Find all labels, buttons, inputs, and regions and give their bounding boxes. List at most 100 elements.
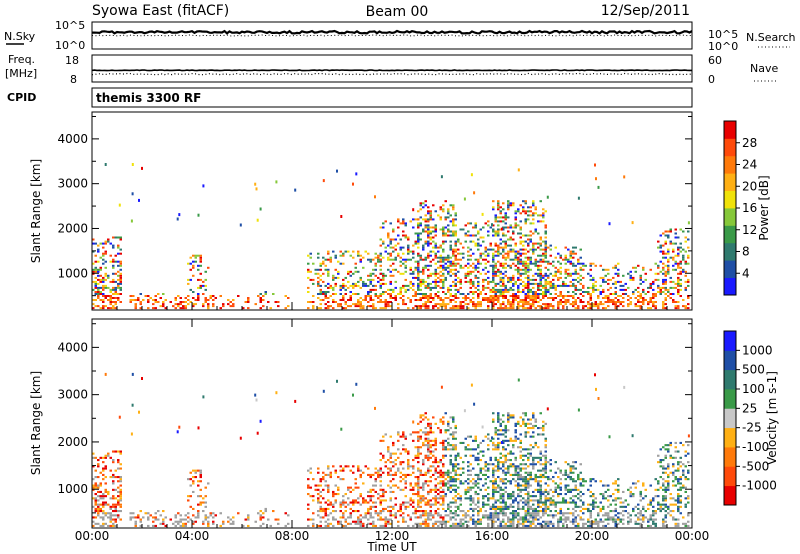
power-cell [567, 295, 570, 297]
power-cell [319, 274, 322, 277]
velocity-cell [387, 520, 390, 523]
velocity-cell [387, 518, 390, 521]
power-cell [484, 250, 487, 253]
power-cell [447, 297, 450, 299]
power-cell [219, 295, 222, 297]
velocity-cell [549, 514, 552, 517]
power-cell [499, 228, 502, 231]
velocity-cell [539, 427, 542, 430]
velocity-cell [522, 418, 525, 421]
power-cell [602, 291, 605, 293]
velocity-cell [139, 518, 142, 521]
velocity-cell [189, 505, 192, 508]
power-cell [544, 305, 547, 308]
power-cell [599, 293, 602, 295]
velocity-cell [159, 514, 162, 517]
velocity-cell [529, 524, 532, 527]
velocity-cell [512, 416, 515, 419]
power-cell [307, 270, 310, 273]
power-cell [467, 234, 470, 237]
power-cell [379, 268, 382, 271]
power-cell [524, 210, 527, 213]
power-cell [557, 295, 560, 297]
power-cell [557, 307, 560, 310]
velocity-cell [332, 490, 335, 493]
velocity-cell [567, 476, 570, 479]
power-cell [429, 288, 432, 291]
velocity-cell [397, 467, 400, 470]
velocity-cell [527, 478, 530, 481]
velocity-cell [489, 459, 492, 462]
power-cell [662, 278, 665, 281]
velocity-cell [599, 480, 602, 483]
velocity-cell [617, 518, 620, 521]
power-cell [527, 258, 530, 261]
velocity-cell [357, 469, 360, 472]
velocity-cell [574, 518, 577, 521]
velocity-cell [409, 503, 412, 506]
velocity-cell [444, 471, 447, 474]
velocity-cell [624, 499, 627, 502]
power-cell [557, 303, 560, 306]
power-cell [437, 250, 440, 253]
velocity-cell [482, 439, 485, 442]
power-cell [509, 266, 512, 269]
power-cell [332, 250, 335, 253]
power-cell [589, 286, 592, 289]
power-cell [539, 288, 542, 291]
power-cell [562, 282, 565, 285]
power-cell [402, 218, 405, 221]
power-cell [389, 288, 392, 291]
power-cell [542, 258, 545, 261]
power-cell [534, 230, 537, 233]
velocity-cell [114, 476, 117, 479]
velocity-cell [517, 514, 520, 517]
power-cell [444, 276, 447, 279]
velocity-cell [94, 516, 97, 519]
power-cell [119, 252, 122, 255]
power-cell [667, 258, 670, 261]
power-cell [547, 282, 550, 285]
power-cell [99, 278, 102, 281]
velocity-cell [452, 431, 455, 434]
power-cell [102, 307, 105, 310]
power-cell [519, 242, 522, 245]
velocity-cell [394, 473, 397, 476]
velocity-cell [639, 514, 642, 517]
velocity-cell [307, 469, 310, 472]
velocity-cell [424, 412, 427, 415]
power-cell [387, 303, 390, 306]
power-cell [479, 254, 482, 257]
velocity-cell [524, 512, 527, 515]
power-cell [622, 288, 625, 291]
power-cell [502, 307, 505, 310]
velocity-cell [429, 456, 432, 459]
velocity-cell [427, 456, 430, 459]
velocity-cell [452, 522, 455, 525]
power-cell [492, 272, 495, 275]
power-cell [504, 252, 507, 255]
power-cell [529, 256, 532, 259]
power-cell [357, 254, 360, 257]
velocity-cell [582, 493, 585, 496]
power-cell [444, 266, 447, 269]
velocity-cell [554, 501, 557, 504]
velocity-cell [419, 505, 422, 508]
velocity-cell [199, 488, 202, 491]
power-cell [409, 258, 412, 261]
power-cell [419, 282, 422, 285]
power-cell [197, 278, 200, 281]
velocity-cell [439, 418, 442, 421]
velocity-cell [139, 524, 142, 527]
velocity-cell [364, 514, 367, 517]
power-cell [522, 299, 525, 301]
power-cell [409, 286, 412, 289]
power-cell [554, 297, 557, 299]
velocity-cell [554, 461, 557, 464]
power-cell [469, 278, 472, 281]
velocity-cell [487, 524, 490, 527]
velocity-cell [417, 486, 420, 489]
power-cell [255, 187, 258, 191]
power-cell [589, 264, 592, 267]
power-cell [202, 284, 205, 287]
